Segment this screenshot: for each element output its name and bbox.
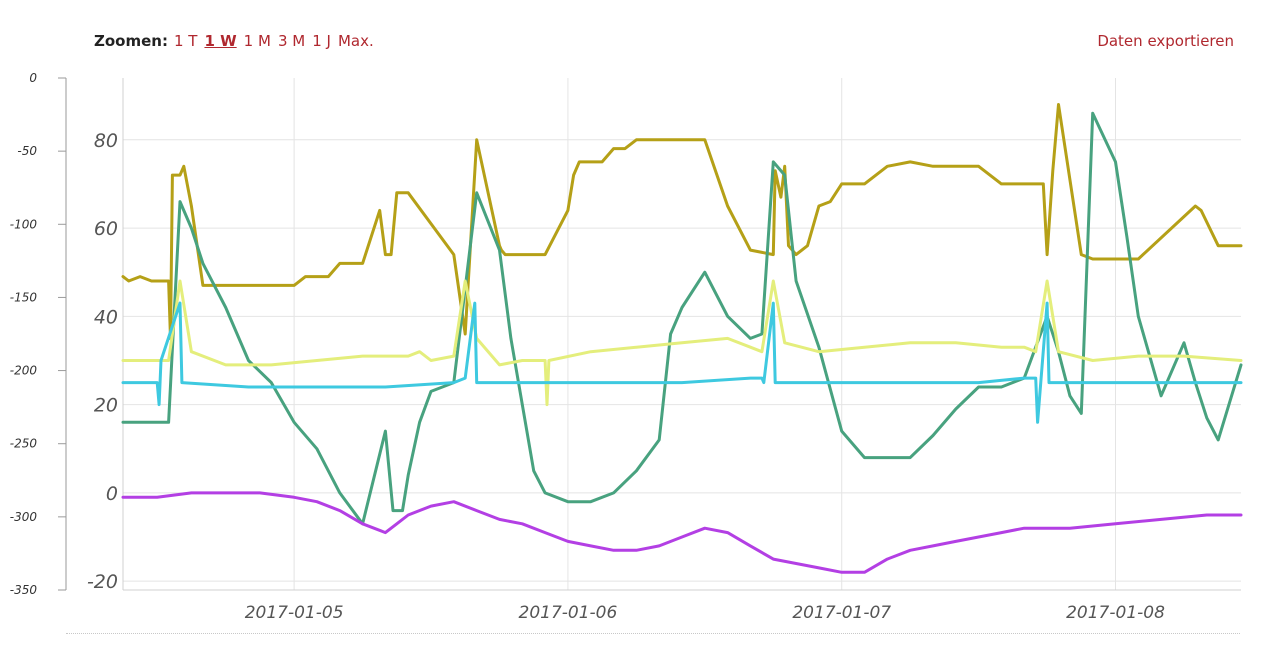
footer-divider xyxy=(66,633,1240,634)
left-axis-tick-label: -350 xyxy=(10,583,38,597)
left-axis-tick-label: 0 xyxy=(29,71,37,85)
series-line-1 xyxy=(121,111,1243,526)
series-line-3 xyxy=(121,301,1243,424)
x-tick-label: 2017-01-06 xyxy=(519,603,618,623)
x-tick-label: 2017-01-05 xyxy=(245,603,344,623)
right-axis-tick-label: 20 xyxy=(94,395,118,417)
right-axis-tick-label: 0 xyxy=(106,483,118,505)
x-tick-label: 2017-01-08 xyxy=(1066,603,1165,623)
left-axis-tick-label: -50 xyxy=(17,144,37,158)
zoom-option[interactable]: Max. xyxy=(337,32,374,50)
left-axis-tick-label: -300 xyxy=(10,510,38,524)
series-line-4 xyxy=(121,491,1243,574)
left-axis-tick-label: -150 xyxy=(10,290,38,304)
chart-toolbar: Zoomen: 1 T 1 W 1 M 3 M 1 J Max. Daten export… xyxy=(94,30,1234,52)
left-axis-tick-label: -200 xyxy=(10,364,38,378)
left-axis-tick-label: -100 xyxy=(10,217,38,231)
zoom-option[interactable]: 1 J xyxy=(312,32,331,50)
zoom-option[interactable]: 1 M xyxy=(243,32,271,50)
zoom-label: Zoomen: xyxy=(94,32,168,50)
right-axis-tick-label: 60 xyxy=(94,218,118,240)
right-axis-tick-label: -20 xyxy=(87,571,118,593)
right-axis-tick-label: 40 xyxy=(94,306,118,328)
series-line-2 xyxy=(121,279,1243,407)
zoom-option[interactable]: 1 W xyxy=(204,32,237,50)
right-axis-tick-label: 80 xyxy=(94,130,118,152)
left-axis-tick-label: -250 xyxy=(10,437,38,451)
zoom-option[interactable]: 3 M xyxy=(277,32,306,50)
zoom-options: 1 T 1 W 1 M 3 M 1 J Max. xyxy=(174,32,381,50)
export-data-link[interactable]: Daten exportieren xyxy=(1097,32,1234,50)
zoom-option[interactable]: 1 T xyxy=(173,32,198,50)
series-line-0 xyxy=(121,103,1243,340)
x-tick-label: 2017-01-07 xyxy=(792,603,891,623)
